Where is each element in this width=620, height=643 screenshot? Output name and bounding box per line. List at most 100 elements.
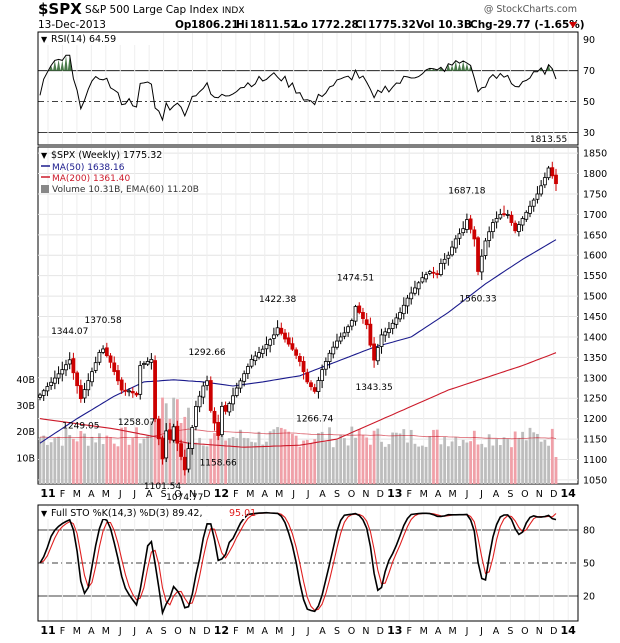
- candle-body: [535, 193, 540, 200]
- volume-bar: [60, 445, 64, 484]
- sto-d-line: [39, 512, 557, 611]
- candle-body: [305, 372, 310, 383]
- price-tick-label: 1750: [583, 189, 607, 200]
- exchange-name: INDX: [222, 6, 244, 16]
- price-axis: 1050 1100 1150 1200 1250 1300 1350 1400 1450 1500…: [583, 149, 607, 487]
- volume-bar: [394, 432, 398, 484]
- volume-bar: [149, 421, 153, 484]
- candle-body: [194, 405, 198, 427]
- rsi-tick-label: 90: [583, 35, 595, 46]
- candle-body: [435, 273, 440, 275]
- candle-body: [238, 380, 243, 389]
- volume-bar: [417, 446, 421, 484]
- candle-body: [357, 305, 362, 313]
- watermark: @ StockCharts.com: [484, 4, 577, 15]
- price-tick-label: 1150: [583, 435, 607, 446]
- volume-bar: [190, 444, 194, 484]
- x-axis-top-tick-label: O: [521, 489, 528, 500]
- ma200-line: [39, 352, 557, 448]
- rsi-line: [39, 54, 557, 122]
- x-axis-bottom-tick-label: M: [420, 626, 428, 637]
- volume-tick-label: 30B: [16, 401, 35, 412]
- candle-body: [112, 362, 117, 372]
- volume-bar: [231, 436, 235, 484]
- price-tick-label: 1200: [583, 414, 607, 425]
- quote-cl-value: 1775.32: [368, 19, 416, 31]
- x-axis-top-tick-label: 13: [387, 487, 402, 500]
- volume-bar: [302, 440, 305, 484]
- price-annotation: 1292.66: [188, 348, 225, 358]
- volume-bar: [250, 441, 253, 484]
- volume-bar: [86, 445, 90, 484]
- candle-body: [227, 403, 232, 413]
- candle-body: [346, 326, 351, 333]
- volume-bar: [543, 439, 547, 484]
- ma200-legend: MA(200) 1361.40: [52, 174, 130, 184]
- volume-bar: [216, 433, 220, 484]
- volume-bar: [487, 434, 491, 484]
- candle-body: [134, 392, 139, 396]
- candle-body: [45, 386, 50, 392]
- price-tick-label: 1500: [583, 292, 607, 303]
- x-axis-top-tick-label: N: [362, 489, 369, 500]
- candle-body: [331, 346, 336, 355]
- x-axis-top-tick-label: 14: [561, 487, 577, 500]
- volume-bar: [469, 441, 473, 484]
- candle-body: [528, 205, 532, 214]
- candle-body: [271, 334, 276, 339]
- volume-bar: [502, 437, 506, 484]
- price-annotation: 1266.74: [296, 414, 333, 424]
- x-axis-bottom-tick-label: D: [203, 626, 210, 637]
- volume-bar: [320, 431, 324, 484]
- volume-bar: [253, 442, 257, 484]
- volume-bar: [242, 437, 246, 484]
- volume-bar: [376, 428, 380, 484]
- candle-body: [153, 360, 157, 420]
- candle-body: [264, 344, 269, 350]
- rsi-legend-bg: [40, 33, 160, 45]
- ma50-legend: MA(50) 1638.16: [52, 163, 125, 173]
- candle-body: [283, 332, 287, 340]
- volume-bar: [498, 445, 502, 484]
- candle-body: [516, 224, 521, 232]
- candle-body: [245, 366, 250, 374]
- x-axis-top-tick-label: O: [174, 489, 181, 500]
- volume-bar: [409, 429, 413, 484]
- volume-bar: [46, 444, 49, 484]
- quote-vol-label: Vol: [416, 19, 434, 31]
- candle-body: [301, 360, 306, 373]
- candle-body: [219, 405, 224, 436]
- volume-legend-swatch: [41, 185, 49, 193]
- candle-body: [546, 167, 551, 179]
- candle-body: [494, 218, 499, 223]
- price-annotation: 1474.51: [337, 274, 374, 284]
- candle-body: [323, 361, 328, 370]
- candle-body: [223, 405, 228, 412]
- down-arrow-icon: [569, 22, 577, 28]
- x-axis-top-tick-label: A: [88, 489, 95, 500]
- volume-bar: [291, 433, 294, 484]
- candle-body: [75, 372, 80, 387]
- candle-body: [453, 238, 458, 249]
- price-annotation: 1344.07: [51, 327, 88, 337]
- volume-bar: [120, 427, 124, 484]
- volume-tick-label: 40B: [16, 375, 35, 386]
- candle-body: [390, 322, 395, 329]
- volume-bar: [168, 418, 172, 484]
- volume-bar: [131, 438, 135, 484]
- candle-body: [160, 438, 165, 460]
- x-axis-top-tick-label: F: [60, 489, 65, 500]
- candle-body: [297, 356, 302, 362]
- volume-bar: [257, 431, 261, 484]
- volume-bar: [83, 433, 86, 484]
- x-axis-top-tick-label: S: [334, 489, 340, 500]
- volume-bar: [380, 441, 383, 484]
- volume-bar: [387, 444, 391, 484]
- volume-bar: [157, 423, 161, 484]
- candle-body: [138, 365, 143, 395]
- volume-bar: [317, 432, 320, 484]
- volume-bar: [335, 439, 339, 484]
- x-axis-top-tick-label: 12: [214, 487, 229, 500]
- quote-vol-value: 10.3B: [438, 19, 472, 31]
